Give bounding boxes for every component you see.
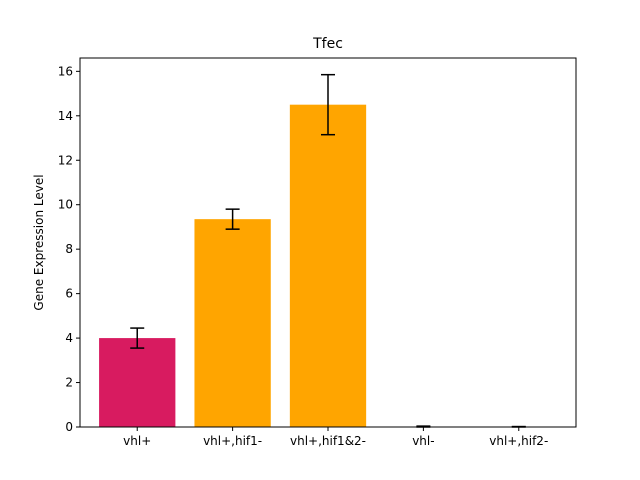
- y-tick-label-7: 14: [58, 109, 73, 123]
- x-axis: vhl+ vhl+,hif1- vhl+,hif1&2- vhl-vhl+,hif2-: [123, 427, 548, 448]
- chart-title: Tfec: [312, 36, 343, 52]
- y-tick-label-6: 12: [58, 153, 73, 167]
- y-tick-label-0: 0: [65, 420, 73, 434]
- y-tick-label-4: 8: [65, 242, 73, 256]
- x-tick-label-2: vhl+,hif1&2-: [290, 434, 366, 448]
- bar-2: [289, 104, 367, 427]
- y-tick-label-5: 10: [58, 198, 73, 212]
- y-tick-label-8: 16: [58, 64, 73, 78]
- y-axis: 0 2 4 6 8 10 12 14 16: [58, 64, 80, 434]
- y-tick-label-2: 4: [65, 331, 73, 345]
- x-tick-label-1: vhl+,hif1-: [203, 434, 262, 448]
- y-tick-label-1: 2: [65, 376, 73, 390]
- x-tick-label-0: vhl+: [123, 434, 151, 448]
- bar-1: [194, 219, 271, 427]
- x-tick-label-4: vhl+,hif2-: [489, 434, 548, 448]
- y-axis-label: Gene Expression Level: [32, 174, 46, 310]
- bar-0: [99, 338, 176, 427]
- y-tick-label-3: 6: [65, 287, 73, 301]
- x-tick-label-3: vhl-: [412, 434, 434, 448]
- bars-group: [99, 104, 367, 427]
